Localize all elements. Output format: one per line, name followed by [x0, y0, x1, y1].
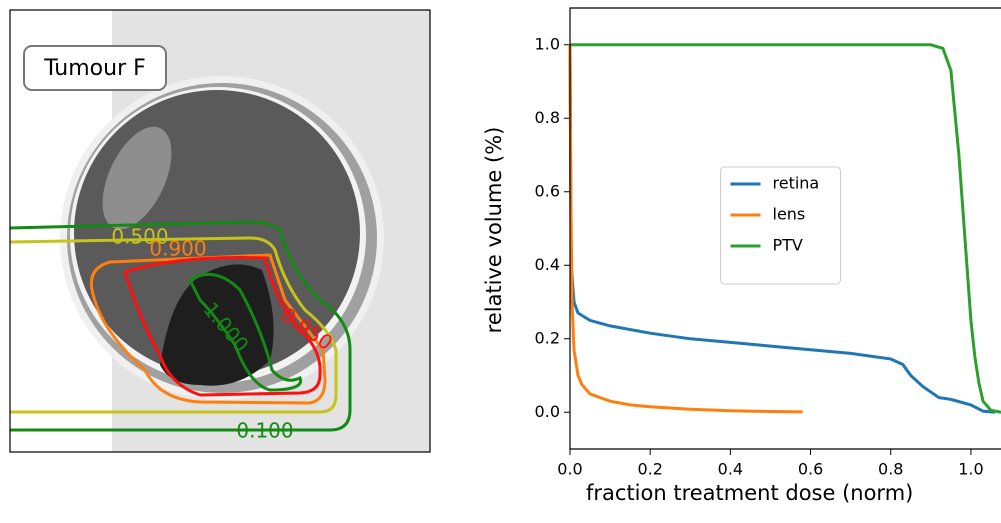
y-tick-label: 1.0: [535, 34, 560, 53]
contour: [9, 220, 352, 432]
x-tick-label: 1.0: [958, 460, 983, 479]
x-tick-label: 0.6: [798, 460, 823, 479]
tumour: [160, 264, 274, 386]
y-tick-label: 0.6: [535, 181, 560, 200]
image-panel: Tumour F 0.500 0.900 0.950 1.000 0.100: [9, 9, 431, 453]
legend-box: [720, 166, 841, 285]
legend-label: PTV: [773, 236, 803, 255]
line: [568, 44, 996, 414]
contour-label: 0.100: [236, 419, 293, 443]
y-axis-label: relative volume (%): [482, 127, 506, 334]
contour-label: 0.900: [149, 237, 206, 261]
contour: [9, 236, 338, 414]
panel-label: Tumour F: [43, 56, 146, 81]
dvh-plot: fraction treatment dose (norm) relative …: [482, 7, 1001, 505]
lens: [102, 126, 172, 230]
x-tick-label: 0.0: [557, 460, 582, 479]
contour-label: 0.500: [111, 225, 168, 249]
x-tick-label: 0.8: [878, 460, 903, 479]
image-frame: [9, 9, 431, 453]
y-tick-label: 0.2: [535, 328, 560, 347]
legend-label: lens: [773, 205, 806, 224]
line: [570, 43, 1001, 414]
contour: [89, 253, 327, 405]
x-axis-label: fraction treatment dose (norm): [586, 481, 913, 505]
contour: [123, 256, 322, 397]
y-tick-label: 0.8: [535, 108, 560, 127]
x-tick-label: 0.4: [718, 460, 743, 479]
axes-frame: [569, 7, 1001, 450]
y-tick-label: 0.4: [535, 255, 560, 274]
x-tick-label: 0.2: [637, 460, 662, 479]
contour: [188, 272, 303, 392]
y-tick-label: 0.0: [535, 402, 560, 421]
legend-label: retina: [773, 174, 820, 193]
label-box: [23, 45, 167, 91]
line: [568, 44, 803, 414]
